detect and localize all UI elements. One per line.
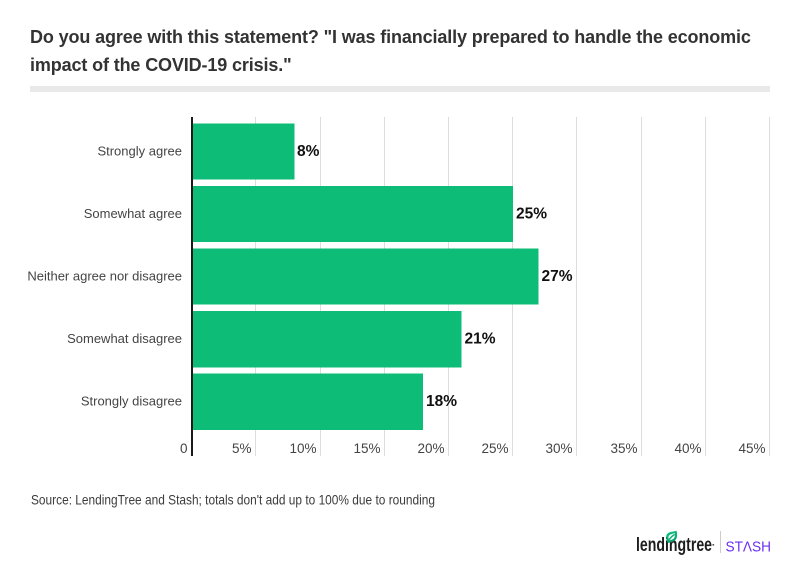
svg-text:15%: 15% (353, 441, 380, 456)
svg-text:Somewhat disagree: Somewhat disagree (67, 331, 182, 346)
svg-text:30%: 30% (545, 441, 572, 456)
svg-text:8%: 8% (297, 143, 320, 160)
svg-text:Somewhat agree: Somewhat agree (84, 206, 182, 221)
svg-text:20%: 20% (417, 441, 444, 456)
svg-text:40%: 40% (674, 441, 701, 456)
svg-text:Strongly agree: Strongly agree (97, 144, 182, 159)
svg-text:27%: 27% (542, 268, 573, 285)
svg-text:5%: 5% (232, 441, 252, 456)
svg-text:lendingtree: lendingtree (636, 535, 712, 556)
svg-text:25%: 25% (481, 441, 508, 456)
svg-text:25%: 25% (516, 206, 547, 223)
svg-text:45%: 45% (738, 441, 765, 456)
svg-text:0: 0 (180, 441, 188, 456)
svg-text:Strongly disagree: Strongly disagree (81, 394, 182, 409)
svg-text:STΛSH: STΛSH (726, 539, 772, 556)
svg-text:18%: 18% (426, 393, 457, 410)
svg-text:21%: 21% (465, 331, 496, 348)
svg-text:10%: 10% (289, 441, 316, 456)
svg-text:Neither agree nor disagree: Neither agree nor disagree (27, 269, 182, 284)
svg-text:35%: 35% (610, 441, 637, 456)
svg-text:Source: LendingTree and Stash;: Source: LendingTree and Stash; totals do… (31, 492, 435, 508)
